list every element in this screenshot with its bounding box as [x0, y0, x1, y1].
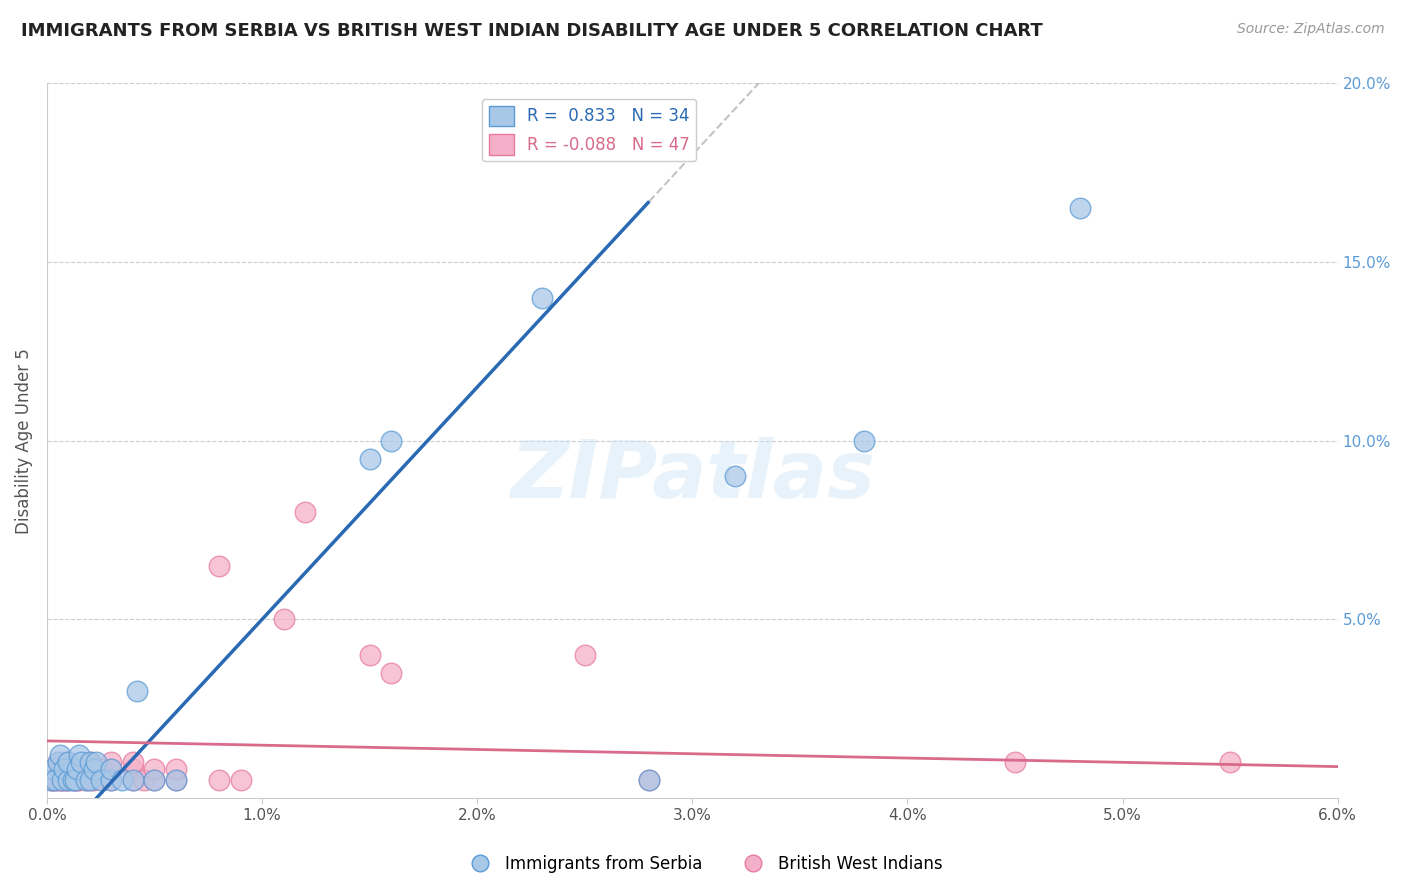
Point [58, 756, 80, 770]
Point [58, 763, 80, 777]
Point [39, 773, 62, 788]
Point [853, 434, 876, 448]
Point [83, 763, 105, 777]
Point [100, 773, 122, 788]
Point [63, 773, 86, 788]
Point [100, 763, 122, 777]
Text: ZIPatlas: ZIPatlas [510, 437, 875, 516]
Point [75, 773, 97, 788]
Point [49, 748, 72, 763]
Point [39, 773, 62, 788]
Point [122, 773, 145, 788]
Point [574, 648, 596, 662]
Point [46, 773, 69, 788]
Point [359, 648, 381, 662]
Point [1004, 756, 1026, 770]
Point [100, 773, 122, 788]
Point [165, 763, 187, 777]
Point [111, 773, 134, 788]
Point [127, 684, 149, 698]
Point [165, 773, 187, 788]
Point [44, 773, 66, 788]
Point [229, 773, 252, 788]
Point [208, 558, 231, 573]
Text: IMMIGRANTS FROM SERBIA VS BRITISH WEST INDIAN DISABILITY AGE UNDER 5 CORRELATION: IMMIGRANTS FROM SERBIA VS BRITISH WEST I… [21, 22, 1043, 40]
Point [66, 763, 89, 777]
Point [132, 773, 155, 788]
Point [1219, 756, 1241, 770]
Legend: R =  0.833   N = 34, R = -0.088   N = 47: R = 0.833 N = 34, R = -0.088 N = 47 [482, 99, 696, 161]
Point [44, 773, 66, 788]
Point [143, 773, 166, 788]
Point [49, 763, 72, 777]
Point [79, 756, 101, 770]
Point [49, 773, 72, 788]
Point [46, 756, 69, 770]
Point [58, 773, 80, 788]
Point [58, 773, 80, 788]
Point [58, 756, 80, 770]
Point [75, 773, 97, 788]
Point [66, 773, 89, 788]
Point [208, 773, 231, 788]
Point [42, 773, 65, 788]
Point [51, 773, 73, 788]
Point [359, 451, 381, 466]
Point [380, 665, 402, 680]
Point [122, 756, 145, 770]
Point [1069, 202, 1091, 216]
Point [62, 773, 84, 788]
Point [79, 773, 101, 788]
Point [294, 505, 316, 519]
Point [67, 748, 90, 763]
Point [380, 434, 402, 448]
Y-axis label: Disability Age Under 5: Disability Age Under 5 [15, 348, 32, 533]
Point [53, 773, 76, 788]
Point [165, 773, 187, 788]
Point [86, 756, 108, 770]
Point [53, 763, 76, 777]
Point [273, 612, 295, 626]
Point [638, 773, 661, 788]
Point [83, 773, 105, 788]
Point [67, 773, 90, 788]
Point [143, 763, 166, 777]
Point [42, 763, 65, 777]
Point [79, 773, 101, 788]
Point [62, 773, 84, 788]
Point [53, 756, 76, 770]
Point [122, 773, 145, 788]
Point [530, 291, 553, 305]
Point [79, 763, 101, 777]
Legend: Immigrants from Serbia, British West Indians: Immigrants from Serbia, British West Ind… [457, 848, 949, 880]
Point [79, 756, 101, 770]
Text: Source: ZipAtlas.com: Source: ZipAtlas.com [1237, 22, 1385, 37]
Point [51, 773, 73, 788]
Point [55, 773, 77, 788]
Point [70, 756, 93, 770]
Point [724, 469, 747, 483]
Point [90, 773, 112, 788]
Point [638, 773, 661, 788]
Point [46, 756, 69, 770]
Point [70, 763, 93, 777]
Point [100, 763, 122, 777]
Point [100, 756, 122, 770]
Point [90, 763, 112, 777]
Point [143, 773, 166, 788]
Point [122, 763, 145, 777]
Point [63, 773, 86, 788]
